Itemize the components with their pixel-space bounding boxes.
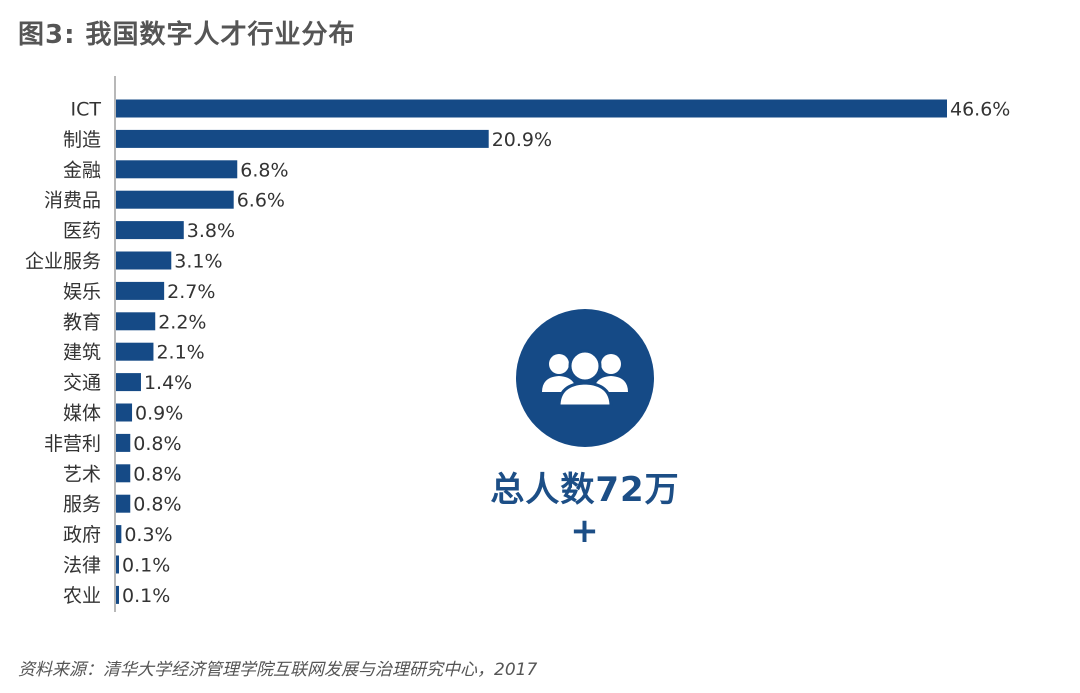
value-label: 0.9% (135, 403, 183, 425)
bar-9 (116, 373, 141, 392)
value-label: 0.8% (133, 463, 181, 485)
bar-7 (116, 312, 156, 331)
value-label: 6.8% (240, 159, 288, 181)
bar-4 (116, 221, 184, 240)
bar-12 (116, 464, 131, 483)
category-label: 企业服务 (25, 251, 101, 273)
value-label: 46.6% (950, 99, 1010, 121)
category-label: 金融 (63, 159, 101, 181)
chart-title: 图3: 我国数字人才行业分布 (18, 20, 356, 50)
value-label: 0.3% (124, 524, 172, 546)
people-group-icon (516, 309, 654, 447)
category-label: 农业 (63, 585, 101, 607)
bar-16 (116, 585, 119, 604)
value-label: 6.6% (237, 190, 285, 212)
category-label: 服务 (63, 494, 101, 516)
bar-6 (116, 281, 165, 300)
value-label: 0.8% (133, 433, 181, 455)
category-label: ICT (71, 99, 102, 121)
value-label: 2.2% (158, 311, 206, 333)
value-label: 0.1% (122, 555, 170, 577)
category-label: 非营利 (44, 433, 101, 455)
category-label: 交通 (63, 372, 101, 394)
category-label: 娱乐 (63, 281, 101, 303)
value-label: 0.8% (133, 494, 181, 516)
bar-11 (116, 433, 131, 452)
category-label: 建筑 (63, 342, 101, 364)
category-label: 政府 (63, 524, 101, 546)
value-label: 3.1% (174, 251, 222, 273)
value-labels: 46.6% 20.9% 6.8% 6.6%3.8% 3.1% 2.7% 2.2% 2.1% 1.… (122, 99, 1010, 607)
category-label: 制造 (63, 129, 101, 151)
bar-10 (116, 403, 133, 422)
bar-1 (116, 129, 489, 148)
bar-14 (116, 525, 122, 544)
bar-5 (116, 251, 172, 270)
bar-2 (116, 160, 238, 179)
bar-3 (116, 190, 234, 209)
bar-15 (116, 555, 119, 574)
value-label: 2.7% (167, 281, 215, 303)
category-label: 艺术 (63, 463, 101, 485)
category-label: 教育 (63, 311, 101, 333)
value-label: 3.8% (187, 220, 235, 242)
category-label: 消费品 (44, 190, 101, 212)
value-label: 0.1% (122, 585, 170, 607)
category-label: 媒体 (63, 403, 101, 425)
value-label: 20.9% (492, 129, 552, 151)
bar-13 (116, 494, 131, 513)
value-label: 2.1% (156, 342, 204, 364)
source-note: 资料来源：清华大学经济管理学院互联网发展与治理研究中心，2017 (18, 660, 538, 680)
category-label: 法律 (63, 555, 101, 577)
bars-group (116, 99, 947, 604)
bar-0 (116, 99, 947, 118)
category-label: 医药 (63, 220, 101, 242)
value-label: 1.4% (144, 372, 192, 394)
bar-8 (116, 342, 154, 361)
total-count-label: 总人数72万+ (490, 470, 680, 551)
